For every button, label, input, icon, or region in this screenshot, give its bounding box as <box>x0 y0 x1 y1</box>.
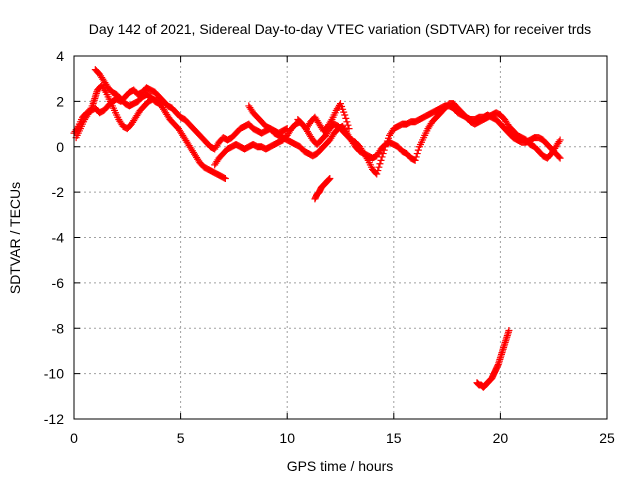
x-tick-label: 20 <box>493 430 509 446</box>
data-point <box>378 153 386 161</box>
x-tick-label: 5 <box>177 430 185 446</box>
series-track-c <box>91 66 163 110</box>
y-tick-label: -8 <box>52 320 65 336</box>
y-tick-label: 0 <box>56 139 64 155</box>
series-track-g <box>311 175 334 203</box>
data-point <box>345 125 353 133</box>
data-point <box>505 327 513 335</box>
data-point <box>344 121 352 129</box>
data-points <box>70 66 564 391</box>
data-point <box>556 136 564 144</box>
series-track-e <box>245 100 564 164</box>
plot-frame <box>73 55 608 420</box>
x-tick-label: 25 <box>599 430 615 446</box>
data-point <box>377 156 385 164</box>
data-point <box>341 111 349 119</box>
x-tick-label: 0 <box>70 430 78 446</box>
y-axis-label: SDTVAR / TECUs <box>7 182 23 294</box>
y-tick-label: -10 <box>44 366 64 382</box>
data-point <box>413 150 421 158</box>
data-point <box>411 156 419 164</box>
series-track-h <box>473 327 513 391</box>
series-track-b <box>72 81 229 183</box>
y-tick-labels: -12 -10 -8 -6 -4 -2 0 2 4 <box>44 48 64 427</box>
y-tick-label: -2 <box>52 184 65 200</box>
data-point <box>326 175 334 183</box>
data-point <box>375 163 383 171</box>
x-tick-label: 15 <box>386 430 402 446</box>
y-tick-label: -4 <box>52 230 65 246</box>
data-point <box>343 118 351 126</box>
data-point <box>155 100 163 108</box>
data-point <box>414 146 422 154</box>
data-point <box>376 160 384 168</box>
data-point <box>342 114 350 122</box>
data-point <box>221 175 229 183</box>
y-tick-label: 2 <box>56 93 64 109</box>
y-tick-label: 4 <box>56 48 64 64</box>
x-axis-label: GPS time / hours <box>287 458 394 474</box>
data-point <box>373 170 381 178</box>
x-tick-labels: 0 5 10 15 20 25 <box>70 430 615 446</box>
data-point <box>374 167 382 175</box>
y-tick-label: -6 <box>52 275 65 291</box>
series-track-f <box>294 100 353 135</box>
data-point <box>84 110 92 118</box>
chart-title: Day 142 of 2021, Sidereal Day-to-day VTE… <box>89 21 591 37</box>
data-point <box>412 153 420 161</box>
x-tick-label: 10 <box>279 430 295 446</box>
data-point <box>555 138 563 146</box>
grid-lines <box>74 56 607 419</box>
y-tick-label: -12 <box>44 411 64 427</box>
data-point <box>556 154 564 162</box>
data-point <box>555 153 563 161</box>
data-point <box>327 117 335 125</box>
